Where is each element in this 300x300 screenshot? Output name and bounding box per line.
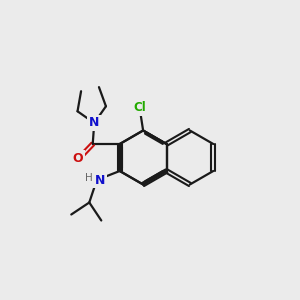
Text: N: N bbox=[94, 173, 105, 187]
Text: Cl: Cl bbox=[134, 101, 146, 114]
Text: O: O bbox=[72, 152, 83, 165]
Text: H: H bbox=[85, 172, 93, 183]
Text: N: N bbox=[89, 116, 99, 130]
